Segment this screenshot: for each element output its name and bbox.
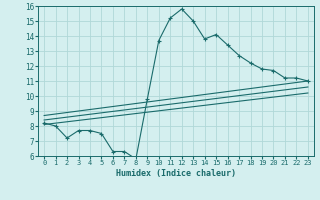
X-axis label: Humidex (Indice chaleur): Humidex (Indice chaleur)	[116, 169, 236, 178]
